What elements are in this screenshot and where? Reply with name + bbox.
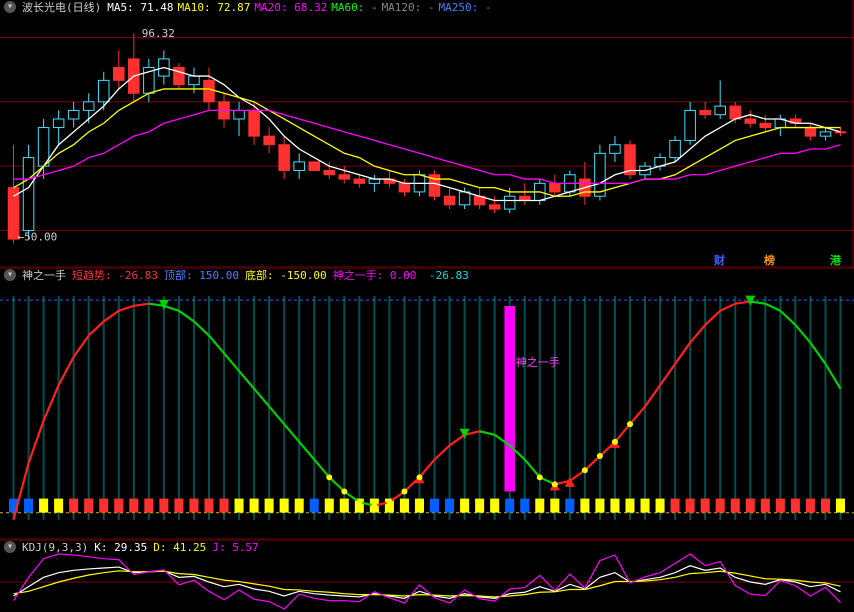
indicator-header: ▾ 神之一手 短趋势: -26.83 顶部: 150.00 底部: -150.00 神… — [0, 268, 854, 282]
main-chart-panel: ▾ 波长光电(日线) MA5: 71.48 MA10: 72.87 MA20: 68… — [0, 0, 854, 268]
candlestick-chart[interactable]: 96.32 ←50.00 — [0, 0, 854, 268]
indicator-panel: ▾ 神之一手 短趋势: -26.83 顶部: 150.00 底部: -150.00 神… — [0, 268, 854, 540]
svg-text:←50.00: ←50.00 — [18, 231, 58, 244]
kdj-value: K: 29.35 — [94, 541, 147, 554]
stock-title: 波长光电(日线) — [22, 0, 101, 15]
footer-gang[interactable]: 港 — [830, 252, 841, 268]
ma-label: MA5: 71.48 — [107, 1, 173, 14]
kdj-panel: ▾ KDJ(9,3,3) K: 29.35 D: 41.25 J: 5.57 — [0, 540, 854, 612]
svg-text:96.32: 96.32 — [142, 27, 175, 40]
kdj-value: J: 5.57 — [212, 541, 258, 554]
svg-text:神之一手: 神之一手 — [516, 355, 560, 369]
kdj-value: D: 41.25 — [153, 541, 206, 554]
ma-label: MA10: 72.87 — [177, 1, 250, 14]
footer-cai[interactable]: 财 — [714, 252, 725, 268]
ma-label: MA60: - — [331, 1, 377, 14]
chevron-down-icon[interactable]: ▾ — [4, 541, 16, 553]
indicator-value: 底部: -150.00 — [245, 269, 327, 282]
indicator-value: -26.83 — [422, 269, 468, 282]
kdj-header: ▾ KDJ(9,3,3) K: 29.35 D: 41.25 J: 5.57 — [0, 540, 854, 554]
indicator-value: 神之一手: 0.00 — [333, 269, 417, 282]
chevron-down-icon[interactable]: ▾ — [4, 1, 16, 13]
footer-bang[interactable]: 榜 — [764, 252, 775, 268]
indicator-title: 神之一手 — [22, 267, 66, 283]
ma-label: MA20: 68.32 — [254, 1, 327, 14]
indicator-chart[interactable]: 神之一手 — [0, 268, 854, 540]
kdj-title: KDJ(9,3,3) — [22, 541, 88, 554]
chevron-down-icon[interactable]: ▾ — [4, 269, 16, 281]
main-header: ▾ 波长光电(日线) MA5: 71.48 MA10: 72.87 MA20: 68… — [0, 0, 854, 14]
ma-label: MA250: - — [439, 1, 492, 14]
indicator-value: 短趋势: -26.83 — [72, 269, 158, 282]
indicator-value: 顶部: 150.00 — [164, 269, 239, 282]
ma-label: MA120: - — [382, 1, 435, 14]
